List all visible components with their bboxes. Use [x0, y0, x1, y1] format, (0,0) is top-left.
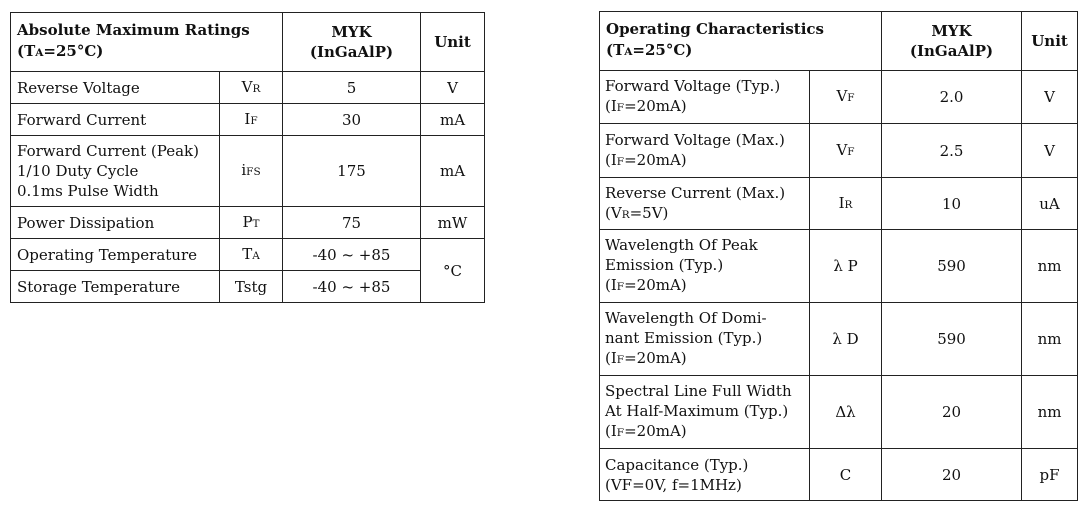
value-cell: -40 ~ +85: [282, 238, 421, 271]
table-row: Forward Voltage (Typ.) (IF=20mA) VF 2.0 …: [599, 70, 1079, 124]
value-cell: -40 ~ +85: [282, 270, 421, 303]
unit-cell: mW: [420, 206, 485, 239]
unit-cell: nm: [1021, 229, 1079, 303]
value-cell: 20: [881, 375, 1023, 449]
table-row: Forward Current (Peak) 1/10 Duty Cycle 0…: [10, 135, 485, 207]
unit-cell: pF: [1021, 448, 1079, 501]
unit-cell: mA: [420, 103, 485, 136]
value-cell: 20: [881, 448, 1023, 501]
param-cell: Capacitance (Typ.) (VF=0V, f=1MHz): [599, 448, 810, 501]
table-row: Forward Voltage (Max.) (IF=20mA) VF 2.5 …: [599, 123, 1079, 178]
unit-cell: uA: [1021, 177, 1079, 230]
table-row: Wavelength Of Domi- nant Emission (Typ.)…: [599, 302, 1079, 376]
param-cell: Storage Temperature: [10, 270, 220, 303]
table-row: Power Dissipation PT 75 mW: [10, 206, 485, 239]
symbol-cell: VR: [219, 71, 283, 104]
part-column-header: MYK (InGaAlP): [282, 12, 421, 72]
param-cell: Forward Current: [10, 103, 220, 136]
table-title-cell: Operating Characteristics (TA=25°C): [598, 11, 883, 71]
operating-characteristics-table: Operating Characteristics (TA=25°C) MYK …: [598, 11, 1079, 501]
table-condition: (TA=25°C): [17, 42, 104, 60]
param-cell: Forward Voltage (Max.) (IF=20mA): [599, 123, 810, 178]
symbol-cell: PT: [219, 206, 283, 239]
table-row: Operating Temperature TA -40 ~ +85 °C: [10, 238, 485, 303]
symbol-cell: λ P: [808, 229, 883, 303]
symbol-cell: Δλ: [808, 375, 883, 449]
unit-cell: mA: [420, 135, 485, 207]
table-header-row: Operating Characteristics (TA=25°C) MYK …: [598, 11, 1079, 71]
table-condition: (TA=25°C): [606, 41, 693, 59]
value-cell: 2.5: [881, 123, 1023, 178]
symbol-cell: VF: [808, 70, 883, 124]
table-row: Spectral Line Full Width At Half-Maximum…: [599, 375, 1079, 449]
param-cell: Forward Voltage (Typ.) (IF=20mA): [599, 70, 810, 124]
param-cell: Reverse Voltage: [10, 71, 220, 104]
value-cell: 5: [282, 71, 421, 104]
part-column-header: MYK (InGaAlP): [881, 11, 1023, 71]
value-cell: 175: [282, 135, 421, 207]
param-cell: Power Dissipation: [10, 206, 220, 239]
table-row: Forward Current IF 30 mA: [10, 103, 485, 136]
value-cell: 30: [282, 103, 421, 136]
param-cell: Wavelength Of Domi- nant Emission (Typ.)…: [599, 302, 810, 376]
table-row: Wavelength Of Peak Emission (Typ.) (IF=2…: [599, 229, 1079, 303]
value-cell: 590: [881, 229, 1023, 303]
param-cell: Wavelength Of Peak Emission (Typ.) (IF=2…: [599, 229, 810, 303]
symbol-cell: IR: [808, 177, 883, 230]
unit-cell: V: [1021, 70, 1079, 124]
symbol-cell: IF: [219, 103, 283, 136]
symbol-cell: C: [808, 448, 883, 501]
symbol-cell: TA: [219, 238, 283, 271]
param-cell: Spectral Line Full Width At Half-Maximum…: [599, 375, 810, 449]
symbol-cell: VF: [808, 123, 883, 178]
symbol-cell: λ D: [808, 302, 883, 376]
unit-column-header: Unit: [420, 12, 485, 72]
param-cell: Reverse Current (Max.) (VR=5V): [599, 177, 810, 230]
value-cell: 2.0: [881, 70, 1023, 124]
value-cell: 75: [282, 206, 421, 239]
unit-cell: nm: [1021, 302, 1079, 376]
table-row: Reverse Voltage VR 5 V: [10, 71, 485, 104]
unit-cell: V: [1021, 123, 1079, 178]
value-cell: 10: [881, 177, 1023, 230]
param-cell: Operating Temperature: [10, 238, 220, 271]
absolute-maximum-ratings-table: Absolute Maximum Ratings (TA=25°C) MYK (…: [10, 12, 485, 303]
unit-cell: °C: [420, 238, 485, 303]
table-row: Storage Temperature Tstg -40 ~ +85: [10, 270, 485, 303]
unit-cell: nm: [1021, 375, 1079, 449]
table-title: Absolute Maximum Ratings: [17, 21, 250, 39]
unit-cell: V: [420, 71, 485, 104]
symbol-cell: Tstg: [219, 270, 283, 303]
table-row: Reverse Current (Max.) (VR=5V) IR 10 uA: [599, 177, 1079, 230]
unit-column-header: Unit: [1021, 11, 1079, 71]
table-header-row: Absolute Maximum Ratings (TA=25°C) MYK (…: [10, 12, 485, 72]
value-cell: 590: [881, 302, 1023, 376]
symbol-cell: iFS: [219, 135, 283, 207]
param-cell: Forward Current (Peak) 1/10 Duty Cycle 0…: [10, 135, 220, 207]
table-title-cell: Absolute Maximum Ratings (TA=25°C): [10, 12, 283, 72]
table-title: Operating Characteristics: [606, 20, 825, 38]
table-row: Capacitance (Typ.) (VF=0V, f=1MHz) C 20 …: [599, 448, 1079, 501]
